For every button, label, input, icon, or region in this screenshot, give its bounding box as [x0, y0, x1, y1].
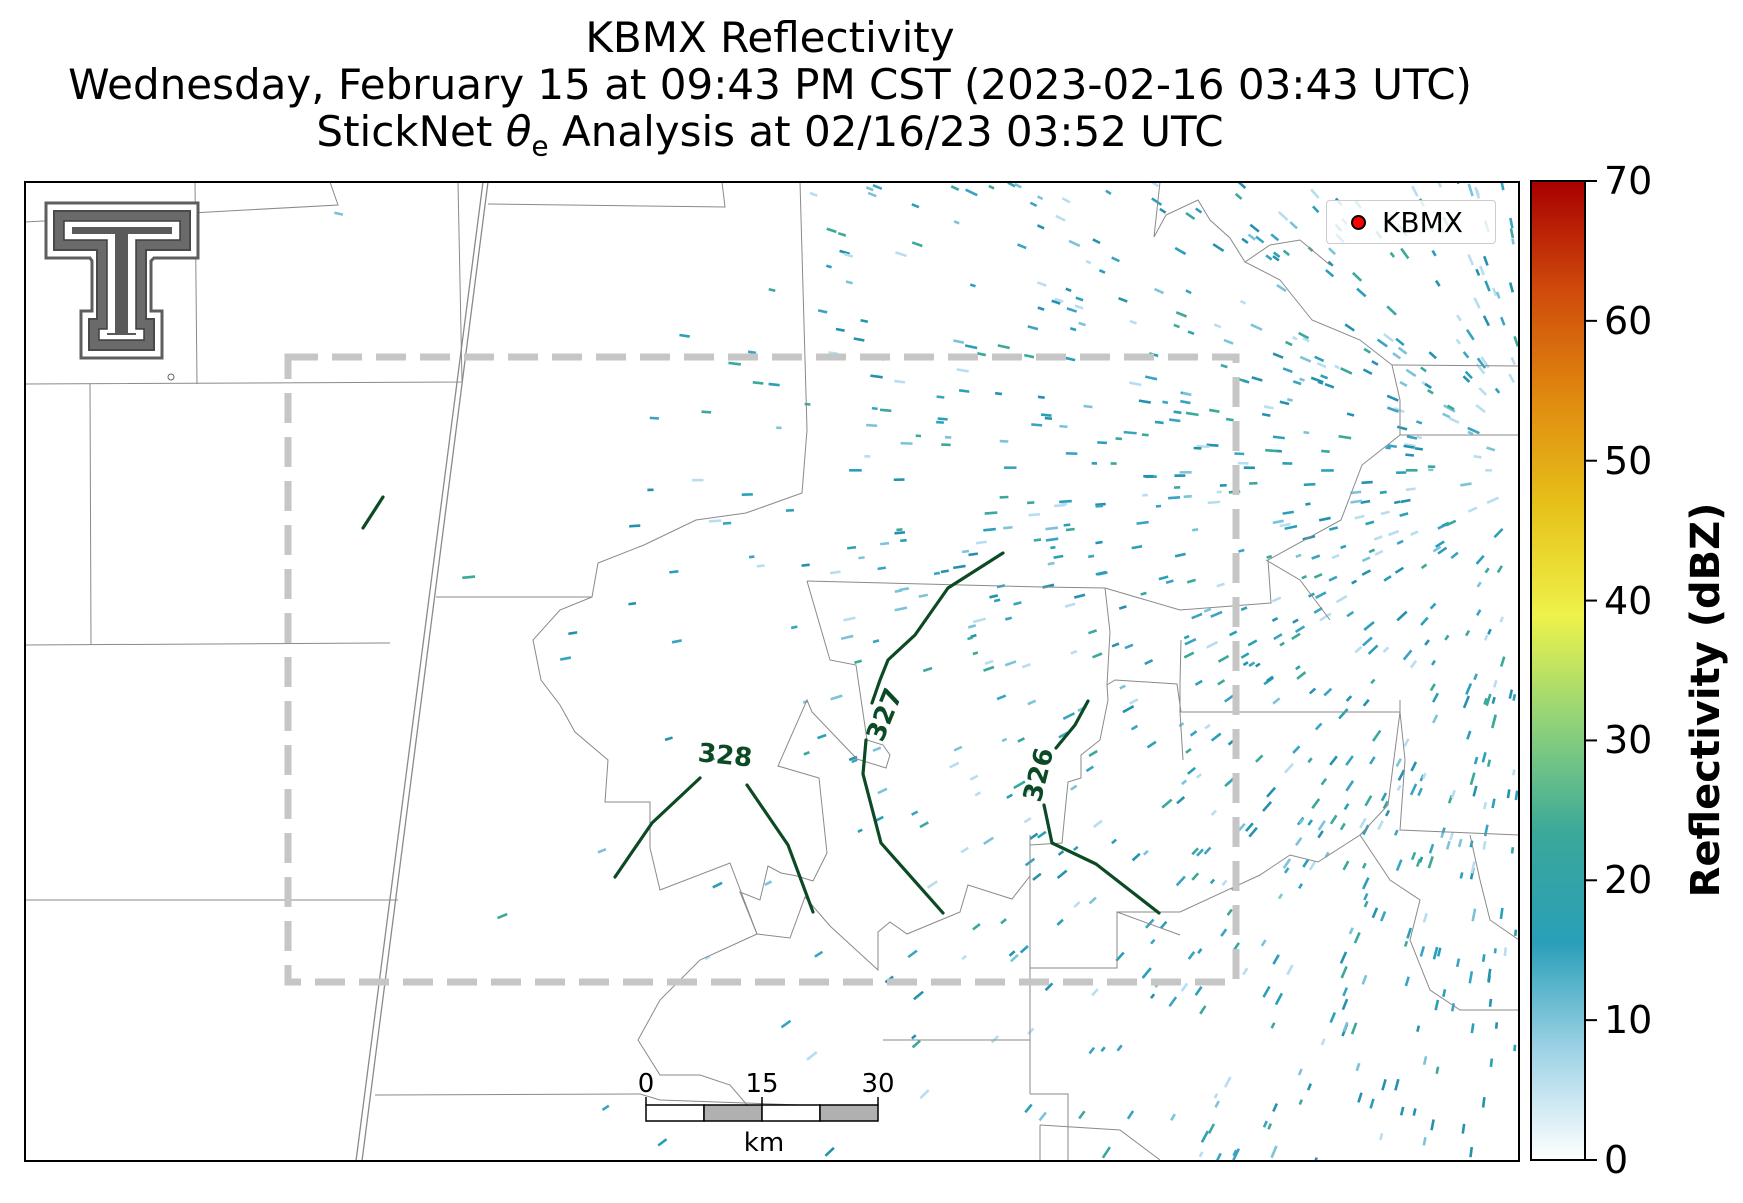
analysis-domain-box [284, 353, 1240, 986]
scale-label-30: 30 [861, 1069, 895, 1099]
colorbar-tick-label-60: 60 [1604, 298, 1653, 343]
contour-327-upper [870, 551, 1005, 705]
colorbar-tick-label-40: 40 [1604, 578, 1653, 623]
scale-unit: km [743, 1128, 785, 1158]
colorbar-title: Reflectivity (dBZ) [1683, 502, 1729, 898]
title-analysis: StickNet θe Analysis at 02/16/23 03:52 U… [316, 107, 1224, 163]
contour-326-upper [1054, 699, 1090, 750]
scale-label-15: 15 [745, 1069, 779, 1099]
radar-site-marker [1351, 214, 1366, 230]
colorbar-tick-label-70: 70 [1604, 159, 1653, 203]
contour-328-left [613, 776, 702, 879]
county-borders [25, 182, 1519, 1161]
figure-title: KBMX Reflectivity Wednesday, February 15… [0, 14, 1540, 169]
legend-label: KBMX [1382, 205, 1463, 239]
contour-328-right [745, 783, 815, 914]
scale-label-0: 0 [637, 1069, 655, 1099]
contour-small-left [361, 495, 385, 530]
texas-tech-logo [44, 201, 200, 381]
contour-label-328: 328 [696, 738, 754, 774]
colorbar-tick-label-50: 50 [1604, 438, 1653, 483]
map-legend: KBMX [1326, 200, 1496, 244]
title-radar: KBMX Reflectivity [585, 13, 955, 62]
colorbar-tick-label-30: 30 [1604, 718, 1653, 763]
theta-e-contours [361, 495, 1161, 915]
contour-327-lower [861, 738, 945, 915]
colorbar-tick-label-20: 20 [1604, 858, 1653, 903]
scale-bar [645, 1097, 879, 1122]
title-datetime: Wednesday, February 15 at 09:43 PM CST (… [68, 60, 1472, 109]
state-border [355, 182, 489, 1161]
colorbar-tick-label-0: 0 [1604, 1138, 1629, 1182]
reflectivity-echoes [334, 182, 1519, 1161]
contour-326-lower [1042, 803, 1161, 915]
map-frame [24, 181, 1520, 1162]
colorbar-tick-label-10: 10 [1604, 998, 1653, 1043]
